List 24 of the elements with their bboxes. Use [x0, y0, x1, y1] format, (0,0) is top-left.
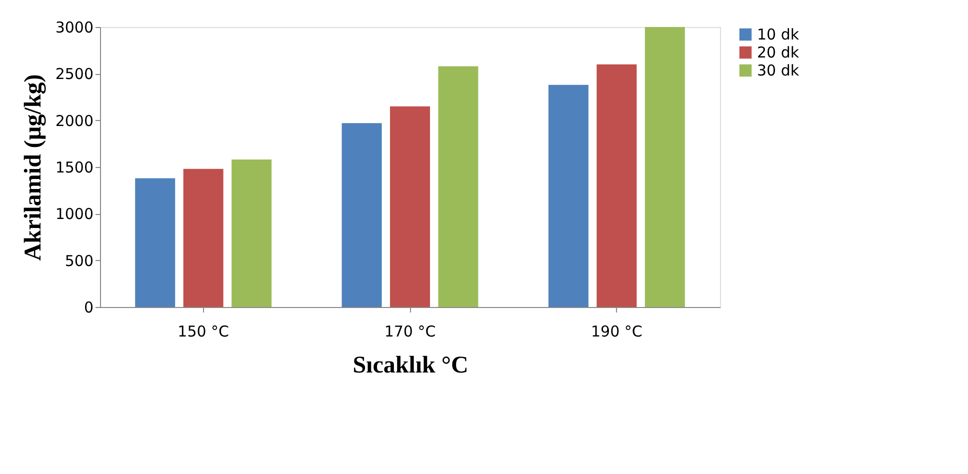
y-tick-label: 0	[84, 298, 94, 316]
y-tick-label: 1500	[55, 158, 94, 176]
bar	[232, 160, 272, 307]
y-axis-title: Akrilamid (µg/kg)	[20, 74, 46, 261]
x-tick-label: 170 °C	[384, 322, 436, 340]
x-tick-label: 190 °C	[590, 322, 642, 340]
bar	[644, 27, 685, 307]
bar	[135, 178, 176, 307]
bar	[183, 168, 224, 307]
legend-label: 20 dk	[757, 44, 800, 62]
bar	[342, 123, 382, 307]
y-tick-label: 1000	[55, 205, 94, 224]
bar	[390, 106, 430, 307]
x-tick-label: 150 °C	[178, 322, 230, 340]
bar	[438, 66, 478, 307]
y-tick-label: 2500	[55, 65, 94, 84]
legend-label: 10 dk	[757, 26, 800, 44]
y-tick-label: 2000	[55, 112, 94, 130]
bar	[548, 84, 588, 307]
y-tick-label: 3000	[55, 18, 94, 36]
y-tick-label: 500	[64, 252, 94, 270]
x-axis-title: Sıcaklık °C	[352, 352, 468, 378]
bar	[596, 64, 637, 307]
legend-label: 30 dk	[757, 62, 800, 80]
